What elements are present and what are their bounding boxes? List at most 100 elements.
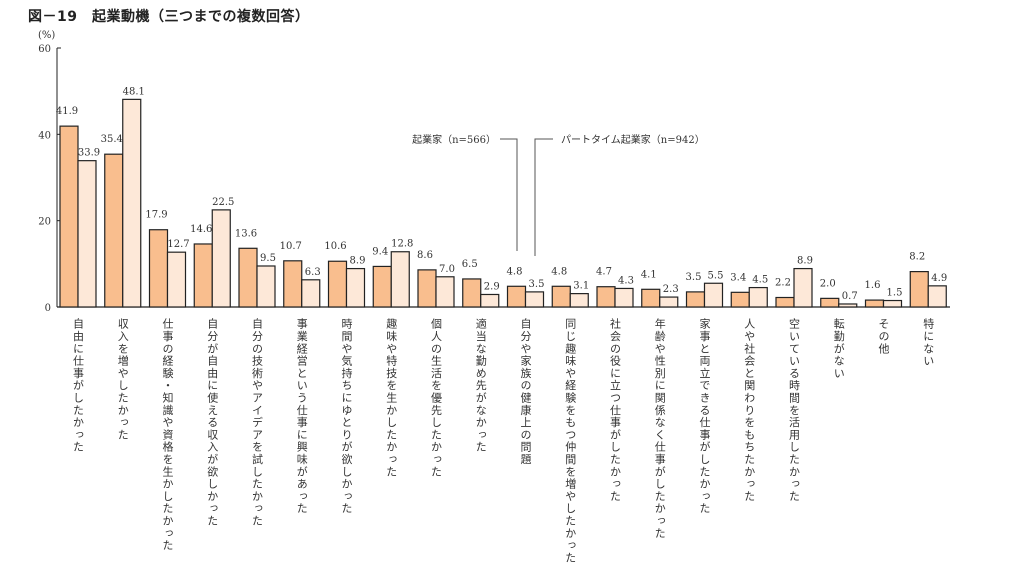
bar-part-time [166,251,187,308]
category-label: 家事と両立できる仕事がしたかった [698,317,711,515]
data-label: 2.2 [775,278,791,289]
bar-part-time [122,98,142,308]
bar-part-time [703,282,724,308]
bar-part-time [256,265,276,308]
category-label: 自分の技術やアイデアを試したかった [251,318,264,527]
bar-entrepreneur [506,285,527,308]
bar-entrepreneur [327,260,348,308]
bar-part-time [77,160,97,308]
category-label: 仕事の経験・知識や資格を生かしたかった [161,318,174,552]
bar-part-time [435,276,455,308]
data-label: 13.6 [235,228,257,239]
category-label: 空いている時間を活用したかった [788,317,801,503]
bar-part-time [659,296,679,308]
bar-entrepreneur [283,260,303,308]
data-label: 3.5 [686,272,702,283]
category-label: 年齢や性別に関係なく仕事がしたかった [653,317,666,540]
data-label: 2.3 [663,284,679,295]
data-label: 4.1 [641,269,657,280]
bar-entrepreneur [238,247,258,308]
data-label: 12.8 [391,239,413,250]
data-label: 4.8 [551,266,567,277]
bar-entrepreneur [596,286,616,308]
bar-part-time [211,209,231,308]
bar-entrepreneur [820,297,840,308]
category-label: 社会の役に立つ仕事がしたかった [609,317,622,503]
bar-entrepreneur [864,299,885,308]
data-label: 4.8 [507,266,523,277]
data-label: 17.9 [145,210,167,221]
data-label: 4.9 [931,273,947,284]
data-label: 33.9 [78,148,100,159]
bar-entrepreneur [641,288,661,308]
data-label: 0.7 [842,291,858,302]
bar-part-time [838,303,858,308]
bar-entrepreneur [685,291,706,308]
bar-part-time [748,286,768,308]
data-label: 4.5 [752,275,768,286]
bar-entrepreneur [417,269,437,308]
data-label: 2.0 [820,278,836,289]
legend-leader-line [500,138,518,251]
data-label: 6.3 [305,267,321,278]
category-label: 自分が自由に使える収入が欲しかった [206,318,219,527]
y-tick-label: 40 [38,130,51,141]
bar-entrepreneur [193,243,213,308]
legend-part-time: パートタイム起業家（n=942） [561,133,705,146]
bar-entrepreneur [909,271,929,308]
category-label: 人や社会と関わりをもちたかった [743,318,756,503]
bar-entrepreneur [148,229,169,308]
data-label: 1.5 [887,288,903,299]
data-label: 8.9 [350,256,366,267]
y-tick-label: 20 [38,217,51,228]
data-label: 2.9 [484,281,500,292]
category-label: その他 [877,318,890,355]
data-label: 9.4 [372,246,388,257]
data-label: 14.6 [190,224,212,235]
data-label: 48.1 [123,86,145,97]
data-label: 10.6 [324,241,346,252]
data-label: 3.4 [730,272,746,283]
category-label: 自由に仕事がしたかった [72,318,85,454]
category-label: 特にない [922,317,935,368]
bar-part-time [345,267,366,308]
legend-leader-line [534,138,553,256]
bar-part-time [882,299,903,308]
bar-entrepreneur [730,291,750,308]
y-axis-label: (%) [38,30,55,41]
legend-entrepreneur: 起業家（n=566） [412,133,496,146]
data-label: 22.5 [212,197,234,208]
bar-part-time [569,293,589,308]
bar-part-time [480,293,500,308]
data-label: 3.1 [573,281,589,292]
category-label: 時間や気持ちにゆとりが欲しかった [340,318,353,515]
bar-entrepreneur [104,153,124,308]
data-label: 9.5 [260,253,276,264]
y-tick-label: 60 [38,44,51,55]
bar-part-time [927,285,947,308]
bar-entrepreneur [462,278,482,308]
bar-entrepreneur [59,125,79,308]
bar-part-time [614,287,634,308]
bar-entrepreneur [775,296,795,308]
bar-entrepreneur [372,265,392,308]
y-tick-label: 0 [45,303,51,314]
category-label: 適当な勤め先がなかった [474,317,487,454]
bar-part-time [301,279,321,308]
category-label: 個人の生活を優先したかった [430,318,443,478]
data-label: 35.4 [101,134,123,145]
category-label: 事業経営という仕事に興味があった [295,318,308,515]
data-label: 7.0 [439,264,455,275]
data-label: 1.6 [865,280,881,291]
chart-title: 図－19 起業動機（三つまでの複数回答） [28,9,310,25]
category-label: 趣味や特技を生かしたかった [385,317,398,478]
data-label: 41.9 [56,106,78,117]
data-label: 8.9 [797,256,813,267]
category-label: 転勤がない [832,318,845,380]
bar-entrepreneur [551,285,571,308]
data-label: 10.7 [280,241,302,252]
data-label: 8.6 [417,250,433,261]
bar-part-time [524,291,545,308]
data-label: 3.5 [529,279,545,290]
